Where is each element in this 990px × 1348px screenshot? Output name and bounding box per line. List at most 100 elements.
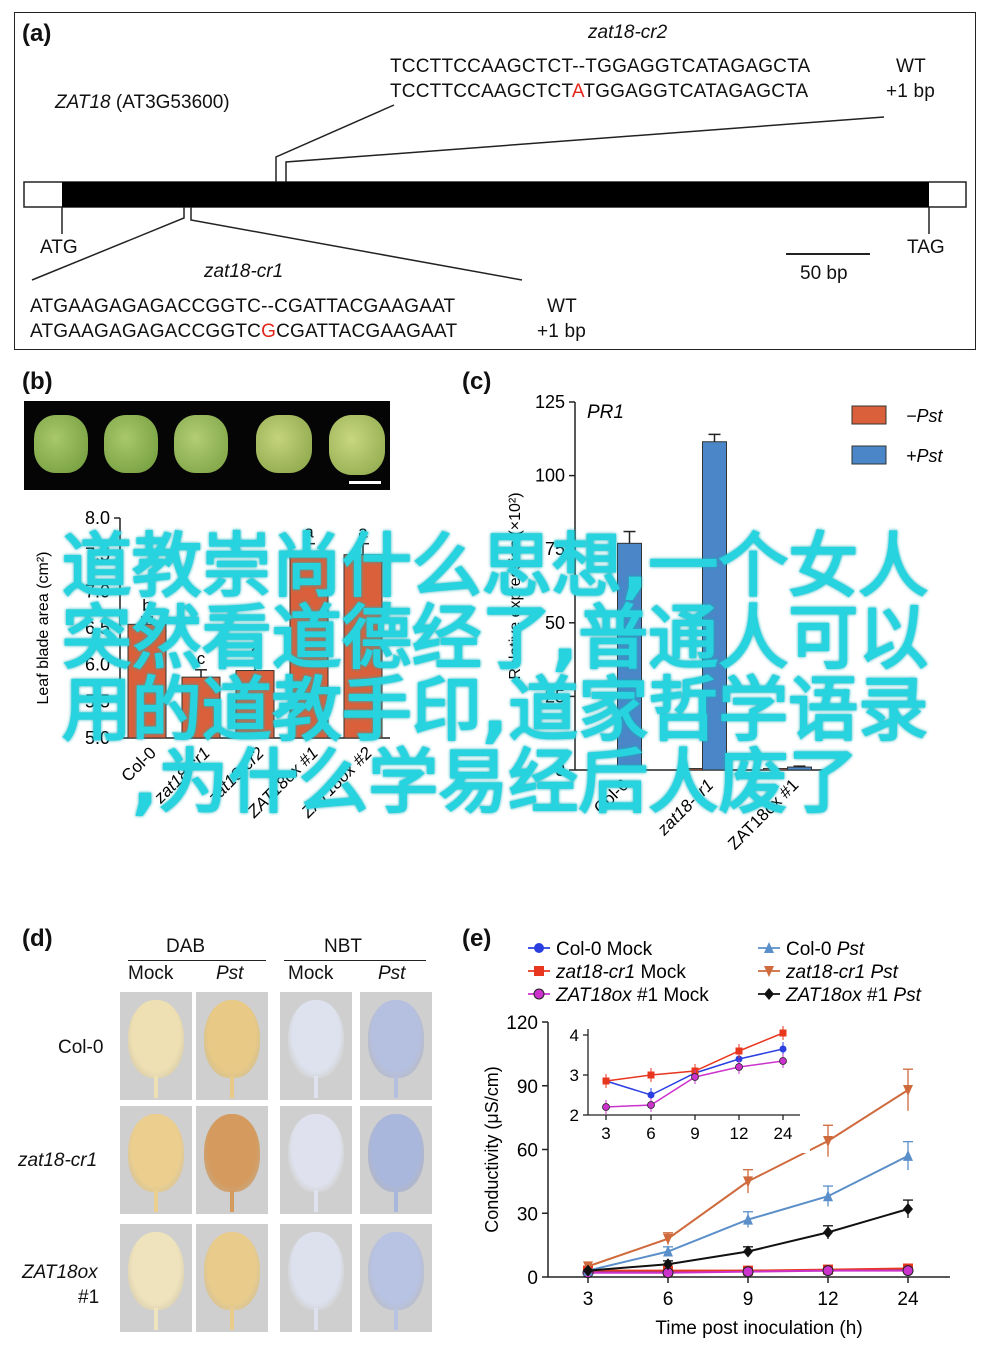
leaf-petiole [314, 1190, 318, 1212]
e-data-point [663, 1258, 673, 1271]
e-legend-marker [534, 943, 544, 953]
leaf-petiole [230, 1308, 234, 1330]
start-codon: ATG [40, 237, 78, 258]
e-data-point [903, 1149, 913, 1161]
e-data-point [742, 1266, 754, 1278]
panel-c-letter: (c) [462, 368, 492, 395]
e-legend-part: #1 [862, 985, 894, 1006]
e-inset-x-tick-label: 6 [646, 1124, 655, 1143]
b-y-tick-label: 6.5 [85, 618, 110, 638]
group-nbt-line [284, 960, 426, 961]
e-legend-label: Col-0 Mock [556, 939, 653, 960]
scale-bar-label: 50 bp [800, 263, 848, 284]
c-legend-label: −Pst [906, 406, 944, 426]
gene-label: ZAT18 (AT3G53600) [55, 92, 230, 114]
e-inset-point [779, 1045, 787, 1053]
e-data-point [663, 1245, 673, 1257]
panel-a-frame [14, 12, 976, 350]
cr2-mut-label: +1 bp [886, 81, 936, 102]
panel-a-letter: (a) [22, 20, 52, 47]
row-label-3: ZAT18ox [22, 1262, 98, 1283]
e-legend-label: Col-0 Pst [786, 939, 865, 960]
e-legend-part: zat18-cr1 [555, 962, 635, 983]
b-bar [289, 554, 329, 739]
staining-cell-dab-mock [120, 1106, 192, 1214]
staining-cell-dab-mock [120, 1224, 192, 1332]
gene-locus: (AT3G53600) [115, 92, 230, 113]
e-x-tick-label: 12 [817, 1289, 838, 1310]
c-y-tick-label: 75 [545, 539, 565, 559]
e-data-point [743, 1245, 753, 1258]
e-inset-y-tick-label: 4 [570, 1026, 579, 1045]
row-label-2: zat18-cr1 [18, 1150, 98, 1171]
e-y-tick-label: 120 [506, 1013, 538, 1034]
stained-leaf [368, 1114, 424, 1192]
e-y-tick-label: 30 [517, 1204, 538, 1225]
c-x-tick-label: zat18-cr1 [653, 775, 717, 839]
e-legend-label: ZAT18ox #1 Mock [555, 985, 709, 1006]
e-data-point [743, 1176, 753, 1188]
e-data-point [902, 1265, 914, 1277]
b-y-tick-label: 7.0 [85, 581, 110, 601]
c-legend-label: +Pst [906, 446, 944, 466]
staining-cell-nbt-mock [280, 992, 352, 1100]
c-bar [678, 768, 703, 771]
leaf-petiole [314, 1308, 318, 1330]
e-legend-marker [534, 966, 544, 976]
e-inset-point [779, 1029, 787, 1037]
e-legend-part: Col-0 [556, 939, 601, 960]
e-data-point [823, 1136, 833, 1147]
e-legend-part: Mock [601, 939, 652, 960]
c-legend-swatch [851, 445, 887, 465]
leaf-pair-3 [174, 415, 228, 473]
c-bar [763, 768, 788, 771]
leaf-petiole [394, 1308, 398, 1330]
b-bar [235, 670, 275, 739]
panel-b-letter: (b) [22, 368, 53, 395]
col-label-1: Mock [128, 963, 174, 984]
e-legend-part: ZAT18ox [785, 985, 863, 1006]
e-legend-part: Pst [893, 985, 921, 1006]
e-x-tick-label: 24 [897, 1289, 919, 1310]
group-dab-line [128, 960, 266, 961]
row-label-4: #1 [78, 1287, 100, 1308]
cr1-mut-seq: ATGAAGAGAGACCGGTCGCGATTACGAAGAAT [30, 321, 458, 342]
e-inset-point [602, 1077, 610, 1085]
e-x-tick-label: 3 [583, 1289, 594, 1310]
e-legend-marker [764, 988, 774, 1000]
leaf-petiole [154, 1190, 158, 1212]
c-y-tick-label: 0 [555, 760, 565, 780]
photo-scale-bar [349, 481, 381, 484]
e-data-point [903, 1085, 913, 1096]
e-data-point [822, 1265, 834, 1277]
stained-leaf [368, 1232, 424, 1310]
e-inset-point [602, 1103, 610, 1111]
b-sig-letter: c [251, 642, 260, 661]
cr2-mut-seq: TCCTTCCAAGCTCTATGGAGGTCATAGAGCTA [390, 81, 809, 102]
leaf-petiole [314, 1076, 318, 1098]
leaf-pair-1 [34, 415, 88, 473]
e-data-point [823, 1190, 833, 1202]
b-bar [343, 554, 383, 739]
b-y-tick-label: 5.0 [85, 728, 110, 748]
cr1-title: zat18-cr1 [204, 261, 284, 282]
leaf-pair-2 [104, 415, 158, 473]
e-inset-x-tick-label: 3 [601, 1124, 610, 1143]
c-bar [787, 766, 812, 771]
staining-cell-nbt-mock [280, 1106, 352, 1214]
b-bar [181, 676, 221, 739]
e-data-point [583, 1264, 593, 1277]
b-x-tick-label: Col-0 [118, 743, 160, 785]
stained-leaf [204, 1000, 260, 1078]
cr1-wt-seq: ATGAAGAGAGACCGGTC--CGATTACGAAGAAT [30, 296, 456, 317]
stained-leaf [368, 1000, 424, 1078]
e-legend-label: zat18-cr1 Mock [555, 962, 686, 983]
cr2-title: zat18-cr2 [588, 22, 668, 43]
e-inset-x-tick-label: 9 [690, 1124, 699, 1143]
staining-cell-dab-mock [120, 992, 192, 1100]
leaf-pair-4 [256, 415, 312, 473]
stained-leaf [288, 1000, 344, 1078]
e-inset-point [647, 1101, 655, 1109]
b-y-label: Leaf blade area (cm²) [35, 552, 52, 705]
e-legend-part: Pst [837, 939, 865, 960]
